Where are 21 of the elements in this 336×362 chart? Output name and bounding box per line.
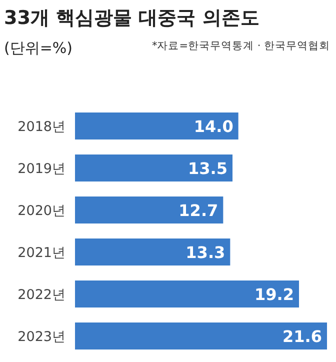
text: *자료=한국무역통계 · 한국무역협회 (152, 40, 330, 52)
y-tick-label: 2019년 (18, 161, 66, 177)
bar (75, 154, 232, 182)
y-tick-label: 2018년 (18, 119, 66, 135)
data-label: 19.2 (254, 285, 294, 304)
data-label: 21.6 (282, 327, 322, 346)
y-tick-label: 2022년 (18, 287, 66, 303)
bar (75, 280, 299, 308)
bar (75, 238, 230, 266)
y-tick-label: 2021년 (18, 245, 66, 261)
data-label: 14.0 (194, 117, 234, 136)
data-label: 13.5 (188, 159, 228, 178)
y-tick-label: 2023년 (18, 329, 66, 345)
bar (75, 196, 224, 224)
y-tick-label: 2020년 (18, 203, 66, 219)
bar (75, 112, 238, 140)
chart-title: 33개 핵심광물 대중국 의존도 (4, 7, 260, 29)
data-label: 13.3 (186, 243, 226, 262)
chart-subtitle: (단위=%) (4, 39, 73, 57)
bar (75, 322, 327, 350)
data-label: 12.7 (178, 201, 218, 220)
